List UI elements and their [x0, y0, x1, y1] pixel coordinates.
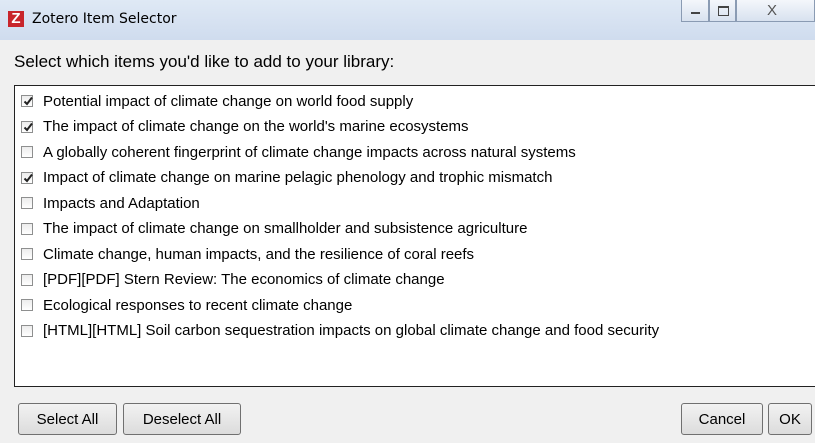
item-row[interactable]: [PDF][PDF] Stern Review: The economics o…: [21, 270, 445, 290]
item-label: [PDF][PDF] Stern Review: The economics o…: [43, 271, 445, 288]
item-label: A globally coherent fingerprint of clima…: [43, 144, 576, 161]
app-icon: Z: [8, 11, 24, 27]
item-label: Potential impact of climate change on wo…: [43, 93, 413, 110]
item-label: [HTML][HTML] Soil carbon sequestration i…: [43, 322, 659, 339]
item-label: Climate change, human impacts, and the r…: [43, 246, 474, 263]
item-label: Ecological responses to recent climate c…: [43, 297, 352, 314]
close-button[interactable]: X: [736, 0, 815, 22]
item-row[interactable]: The impact of climate change on the worl…: [21, 117, 469, 137]
item-list: Potential impact of climate change on wo…: [14, 85, 815, 387]
window-title: Zotero Item Selector: [32, 11, 177, 27]
checkbox[interactable]: [21, 325, 33, 337]
deselect-all-button[interactable]: Deselect All: [123, 403, 241, 435]
checkbox[interactable]: [21, 197, 33, 209]
item-row[interactable]: Impacts and Adaptation: [21, 193, 200, 213]
maximize-button[interactable]: [709, 0, 736, 22]
minimize-button[interactable]: [681, 0, 709, 22]
item-label: The impact of climate change on smallhol…: [43, 220, 527, 237]
item-label: Impact of climate change on marine pelag…: [43, 169, 552, 186]
prompt: Select which items you'd like to add to …: [14, 52, 394, 72]
item-row[interactable]: The impact of climate change on smallhol…: [21, 219, 527, 239]
title-bar: Z Zotero Item Selector X: [0, 0, 815, 40]
item-row[interactable]: Potential impact of climate change on wo…: [21, 91, 413, 111]
cancel-button[interactable]: Cancel: [681, 403, 763, 435]
checkbox[interactable]: [21, 95, 33, 107]
checkbox[interactable]: [21, 121, 33, 133]
checkbox[interactable]: [21, 299, 33, 311]
select-all-button[interactable]: Select All: [18, 403, 117, 435]
item-row[interactable]: Climate change, human impacts, and the r…: [21, 244, 474, 264]
checkbox[interactable]: [21, 248, 33, 260]
checkbox[interactable]: [21, 172, 33, 184]
item-row[interactable]: [HTML][HTML] Soil carbon sequestration i…: [21, 321, 659, 341]
checkbox[interactable]: [21, 146, 33, 158]
item-row[interactable]: Ecological responses to recent climate c…: [21, 295, 352, 315]
item-label: Impacts and Adaptation: [43, 195, 200, 212]
item-label: The impact of climate change on the worl…: [43, 118, 469, 135]
checkbox[interactable]: [21, 223, 33, 235]
ok-button[interactable]: OK: [768, 403, 812, 435]
item-row[interactable]: Impact of climate change on marine pelag…: [21, 168, 552, 188]
checkbox[interactable]: [21, 274, 33, 286]
dialog: Z Zotero Item Selector X Select which it…: [0, 0, 815, 443]
item-row[interactable]: A globally coherent fingerprint of clima…: [21, 142, 576, 162]
